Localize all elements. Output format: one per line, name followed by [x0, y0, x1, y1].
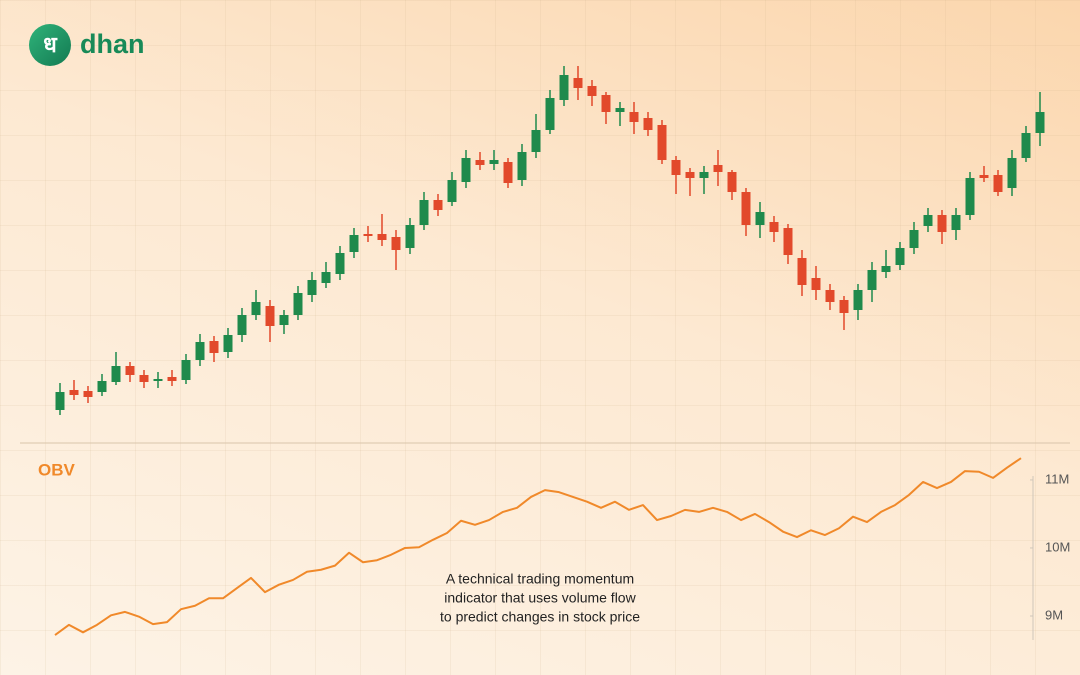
candle-body	[1035, 112, 1045, 133]
annotation: A technical trading momentum	[446, 571, 634, 587]
indicator-title: OBV	[38, 460, 76, 479]
candle-body	[965, 178, 975, 215]
candle-body	[265, 306, 275, 326]
candle-body	[209, 341, 219, 353]
candle-body	[279, 315, 289, 325]
candle-body	[895, 248, 905, 265]
candle-body	[447, 180, 457, 202]
candle-body	[461, 158, 471, 182]
candle-body	[251, 302, 261, 315]
candle-body	[881, 266, 891, 272]
candle-body	[671, 160, 681, 175]
candle-body	[601, 95, 611, 112]
candle-body	[237, 315, 247, 335]
candle-body	[909, 230, 919, 248]
y-tick-label: 10M	[1045, 539, 1070, 554]
candle-body	[573, 78, 583, 88]
candle-body	[321, 272, 331, 283]
candle-body	[139, 375, 149, 382]
candle-body	[531, 130, 541, 152]
candle-body	[97, 381, 107, 392]
candle-body	[363, 234, 373, 236]
candle-body	[825, 290, 835, 302]
candle-body	[713, 165, 723, 172]
candle-body	[867, 270, 877, 290]
candle-body	[923, 215, 933, 226]
candle-body	[405, 225, 415, 248]
candle-body	[839, 300, 849, 313]
candle-body	[153, 379, 163, 381]
candle-body	[797, 258, 807, 285]
candle-body	[125, 366, 135, 375]
candle-body	[293, 293, 303, 315]
y-tick-label: 11M	[1045, 471, 1069, 486]
candle-body	[489, 160, 499, 164]
candle-body	[167, 377, 177, 381]
candle-body	[517, 152, 527, 180]
candle-body	[643, 118, 653, 130]
candle-body	[1021, 133, 1031, 158]
candle-body	[755, 212, 765, 225]
y-tick-label: 9M	[1045, 607, 1063, 622]
candle-body	[783, 228, 793, 255]
candle-body	[83, 391, 93, 397]
candle-body	[1007, 158, 1017, 188]
annotation: indicator that uses volume flow	[444, 590, 636, 606]
candle-body	[307, 280, 317, 295]
candle-body	[657, 125, 667, 160]
candle-body	[335, 253, 345, 274]
candle-body	[559, 75, 569, 100]
candle-body	[727, 172, 737, 192]
candle-body	[629, 112, 639, 122]
candle-body	[699, 172, 709, 178]
candle-body	[475, 160, 485, 165]
candle-body	[195, 342, 205, 360]
annotation: to predict changes in stock price	[440, 609, 640, 625]
candle-body	[377, 234, 387, 240]
candle-body	[811, 278, 821, 290]
candle-body	[545, 98, 555, 130]
candle-body	[853, 290, 863, 310]
candle-body	[223, 335, 233, 352]
candle-body	[685, 172, 695, 178]
candle-body	[937, 215, 947, 232]
logo-mark: ध	[43, 33, 58, 58]
logo-badge	[29, 24, 71, 66]
candle-body	[69, 390, 79, 395]
candle-body	[433, 200, 443, 210]
candle-body	[587, 86, 597, 96]
obv-line	[54, 457, 1022, 636]
candle-body	[55, 392, 65, 410]
candle-body	[391, 237, 401, 250]
candle-body	[111, 366, 121, 382]
candle-body	[615, 108, 625, 112]
candle-body	[181, 360, 191, 380]
candle-body	[979, 175, 989, 178]
candle-body	[951, 215, 961, 230]
candle-body	[993, 175, 1003, 192]
candle-body	[769, 222, 779, 232]
candle-body	[503, 162, 513, 183]
candle-body	[419, 200, 429, 225]
candle-body	[741, 192, 751, 225]
logo-text: dhan	[80, 29, 145, 59]
candle-body	[349, 235, 359, 252]
